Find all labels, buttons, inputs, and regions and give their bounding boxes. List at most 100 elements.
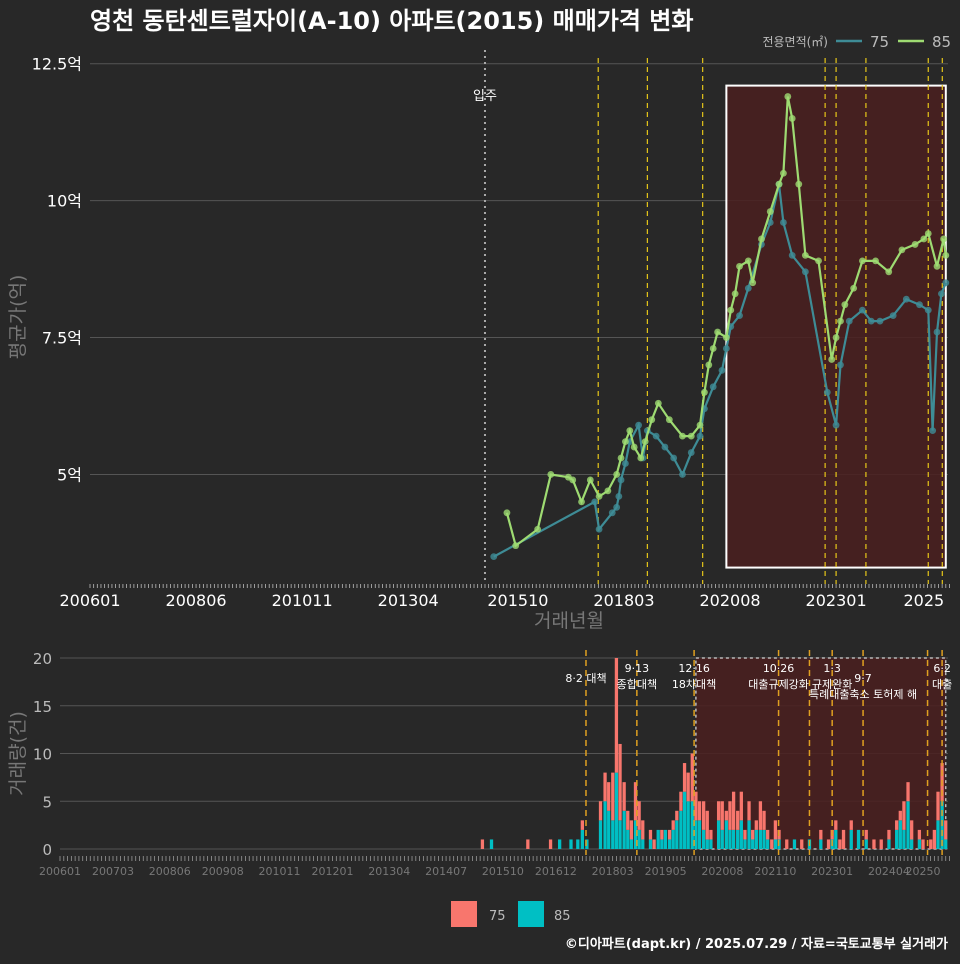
data-point-75 xyxy=(652,432,660,440)
volume-x-tick-label: 200703 xyxy=(92,865,134,878)
bar-75 xyxy=(747,801,751,821)
policy-label: 12·16 xyxy=(678,662,710,675)
volume-x-tick-label: 201905 xyxy=(645,865,687,878)
bar-75 xyxy=(626,810,630,830)
bar-85 xyxy=(648,839,653,849)
data-point-85 xyxy=(604,487,612,495)
bar-85 xyxy=(762,829,766,849)
bar-85 xyxy=(585,839,589,849)
data-point-75 xyxy=(670,454,678,462)
bar-85 xyxy=(569,839,573,849)
volume-y-tick-label: 20 xyxy=(33,650,52,668)
bar-85 xyxy=(754,829,758,849)
bar-85 xyxy=(773,839,778,849)
bar-85 xyxy=(736,829,740,849)
bar-85 xyxy=(641,839,645,849)
data-point-85 xyxy=(788,115,796,122)
volume-x-tick-label: 200908 xyxy=(202,865,244,878)
bar-85 xyxy=(834,829,838,849)
bar-85 xyxy=(667,839,672,849)
price-y-tick-label: 10억 xyxy=(47,192,82,211)
data-point-85 xyxy=(679,432,686,440)
policy-label: 8·2 대책 xyxy=(565,672,606,685)
bar-85 xyxy=(633,820,638,849)
volume-x-tick-label: 200806 xyxy=(149,865,191,878)
bar-75 xyxy=(526,839,530,849)
price-x-tick-label: 201304 xyxy=(378,591,439,610)
bar-85 xyxy=(910,839,914,849)
price-y-axis-title: 평균가(억) xyxy=(7,275,29,360)
data-point-75 xyxy=(845,317,853,325)
data-point-75 xyxy=(617,476,625,484)
data-point-85 xyxy=(758,235,765,243)
bar-75 xyxy=(701,801,706,830)
volume-x-tick-label: 202301 xyxy=(811,865,853,878)
bar-85 xyxy=(917,839,922,849)
bar-75 xyxy=(648,829,653,840)
bar-75 xyxy=(622,782,626,811)
data-point-85 xyxy=(940,235,948,243)
bar-legend-label-85: 85 xyxy=(554,909,571,924)
bar-85 xyxy=(656,829,660,849)
bar-75 xyxy=(762,810,766,830)
bar-85 xyxy=(614,772,619,849)
bar-75 xyxy=(898,810,902,821)
data-point-75 xyxy=(766,219,774,226)
bar-85 xyxy=(720,829,724,849)
bar-85 xyxy=(724,820,728,849)
volume-x-tick-label: 200601 xyxy=(39,865,81,878)
data-point-75 xyxy=(718,367,726,374)
policy-label: 6·2 xyxy=(933,662,951,675)
bar-85 xyxy=(694,820,698,849)
data-point-85 xyxy=(630,443,638,451)
data-point-85 xyxy=(920,235,928,243)
bar-75 xyxy=(697,801,702,821)
bar-75 xyxy=(728,801,732,830)
volume-y-axis-title: 거래량(건) xyxy=(7,711,29,796)
data-point-85 xyxy=(696,421,704,429)
legend-label-85: 85 xyxy=(932,33,951,51)
data-point-85 xyxy=(586,476,594,484)
data-point-85 xyxy=(872,257,879,265)
data-point-85 xyxy=(701,388,708,396)
data-point-85 xyxy=(828,356,836,363)
data-point-85 xyxy=(815,257,822,265)
data-point-85 xyxy=(654,399,662,407)
bar-85 xyxy=(887,839,891,849)
bar-85 xyxy=(663,829,668,849)
price-x-tick-label: 2025 xyxy=(904,591,945,610)
bar-75 xyxy=(633,782,638,821)
data-point-75 xyxy=(916,301,923,309)
bar-75 xyxy=(679,791,683,811)
bar-85 xyxy=(675,820,679,849)
bar-85 xyxy=(660,839,664,849)
data-point-75 xyxy=(613,503,621,511)
data-point-85 xyxy=(942,251,950,259)
data-point-75 xyxy=(801,268,809,276)
bar-85 xyxy=(819,839,823,849)
legend-label-75: 75 xyxy=(870,33,889,51)
data-point-75 xyxy=(933,328,941,336)
policy-label: 특례대출축소 토허제 해 xyxy=(809,687,917,701)
data-point-75 xyxy=(832,421,840,429)
bar-85 xyxy=(705,839,709,849)
data-point-85 xyxy=(512,542,520,550)
bar-75 xyxy=(887,829,891,840)
data-point-75 xyxy=(595,525,603,533)
price-x-tick-label: 201803 xyxy=(593,591,654,610)
bar-75 xyxy=(641,820,645,840)
bar-75 xyxy=(724,810,728,821)
bar-85 xyxy=(849,829,853,849)
bar-85 xyxy=(902,829,906,849)
data-point-75 xyxy=(622,460,629,467)
data-point-85 xyxy=(547,471,555,478)
volume-y-tick-label: 5 xyxy=(42,793,52,811)
bar-85 xyxy=(690,801,694,849)
bar-75 xyxy=(705,810,709,840)
bar-75 xyxy=(720,801,724,830)
bar-75 xyxy=(736,810,740,830)
bar-75 xyxy=(849,820,853,830)
footer-credit: ©디아파트(dapt.kr) / 2025.07.29 / 자료=국토교통부 실… xyxy=(565,936,948,952)
bar-75 xyxy=(618,743,622,821)
